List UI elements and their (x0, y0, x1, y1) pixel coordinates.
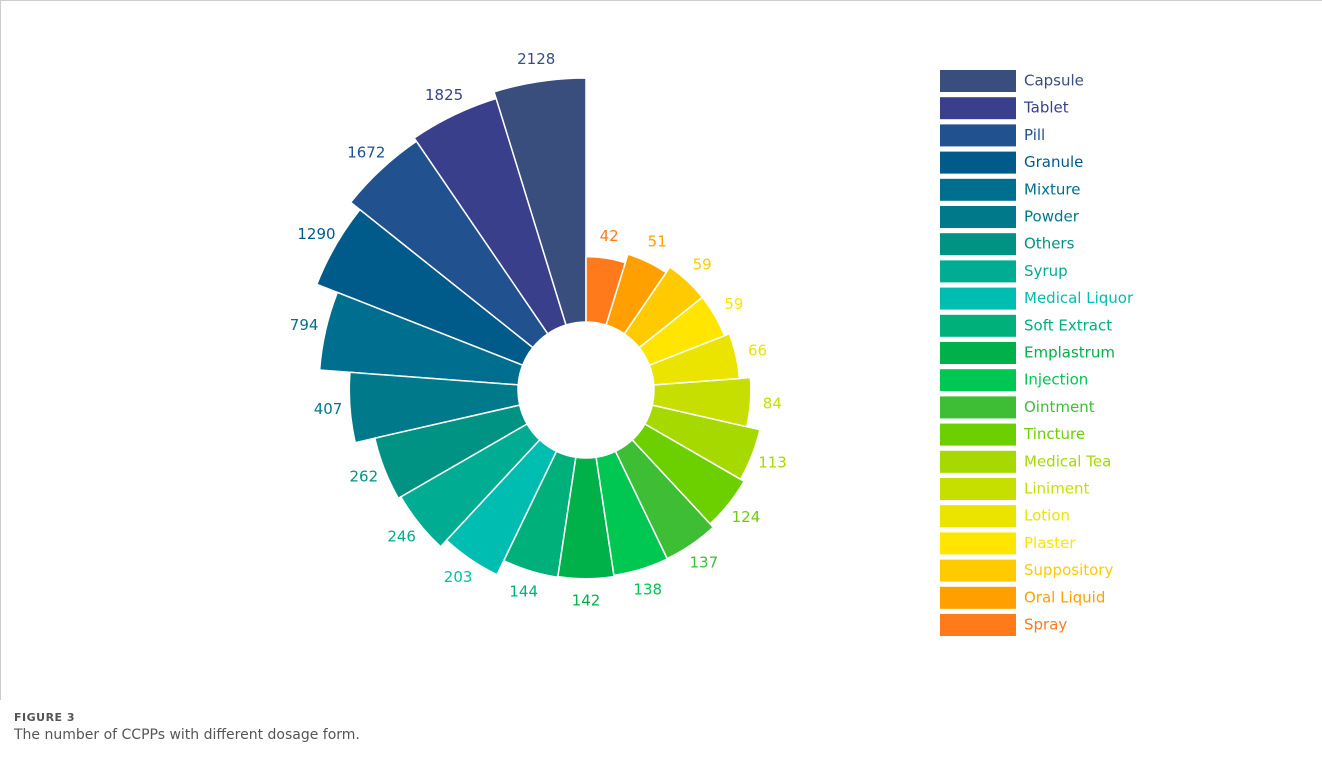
legend-swatch (940, 450, 1016, 473)
bar-sector (373, 404, 529, 500)
bar-sector (623, 266, 704, 349)
legend-label: Syrup (1024, 262, 1068, 280)
legend-swatch (940, 97, 1016, 120)
value-label: 246 (387, 528, 416, 546)
chart: 2128 1825 1672 1290 794 407 262 246 203 144 142 138… (0, 0, 1322, 700)
value-label: 42 (600, 227, 619, 245)
value-label: 113 (758, 454, 787, 472)
bar-sector (648, 332, 741, 386)
bar-sector (348, 371, 521, 444)
legend-swatch (940, 586, 1016, 609)
value-label: 407 (314, 400, 343, 418)
bar-sector (585, 255, 627, 326)
legend-swatch (940, 178, 1016, 201)
legend-label: Medical Liquor (1024, 289, 1134, 307)
value-label: 203 (444, 568, 473, 586)
bar-sector (631, 422, 746, 525)
legend-label: Capsule (1024, 72, 1084, 90)
bar-sector (315, 208, 534, 367)
legend-swatch (940, 505, 1016, 528)
legend-label: Powder (1024, 208, 1080, 226)
figure-caption: The number of CCPPs with different dosag… (14, 727, 360, 743)
legend-swatch (940, 233, 1016, 256)
legend-swatch (940, 614, 1016, 636)
value-label: 1290 (297, 225, 335, 243)
value-label: 1825 (425, 86, 463, 104)
legend-label: Suppository (1024, 561, 1113, 579)
figure-label: FIGURE 3 (14, 711, 76, 724)
legend-swatch (940, 396, 1016, 419)
legend-swatch (940, 206, 1016, 228)
legend-label: Tincture (1023, 425, 1085, 443)
legend-swatch (940, 287, 1016, 310)
bar-sector (399, 422, 541, 548)
bar-sector (614, 438, 715, 560)
value-label: 138 (633, 581, 662, 599)
legend-label: Medical Tea (1024, 452, 1111, 470)
legend-label: Spray (1024, 616, 1067, 634)
legend-swatch (940, 70, 1016, 92)
legend-label: Others (1024, 235, 1075, 253)
value-label: 66 (748, 341, 767, 359)
legend-label: Plaster (1024, 534, 1076, 552)
legend-swatch (940, 314, 1016, 337)
value-label: 142 (572, 591, 601, 609)
bar-sector (413, 97, 567, 335)
legend-swatch (940, 559, 1016, 582)
bar-sector (318, 291, 524, 386)
legend-swatch (940, 369, 1016, 392)
bar-sector (349, 140, 549, 349)
value-label: 144 (509, 583, 538, 601)
value-label: 1672 (347, 144, 385, 162)
legend-label: Injection (1024, 371, 1088, 389)
value-label: 124 (732, 508, 761, 526)
value-label: 262 (350, 468, 379, 486)
legend-swatch (940, 423, 1016, 446)
legend-label: Oral Liquid (1024, 588, 1105, 606)
value-label: 59 (693, 255, 712, 273)
legend-swatch (940, 124, 1016, 147)
value-label: 2128 (517, 50, 555, 68)
legend-swatch (940, 151, 1016, 174)
legend-swatch (940, 342, 1016, 364)
legend-label: Liniment (1024, 480, 1090, 498)
legend-swatch (940, 478, 1016, 500)
legend-label: Tablet (1023, 99, 1069, 117)
legend-label: Mixture (1024, 180, 1080, 198)
bar-sector (445, 438, 558, 576)
legend-label: Emplastrum (1024, 344, 1115, 362)
legend-label: Lotion (1024, 507, 1070, 525)
value-label: 84 (763, 394, 782, 412)
legend-label: Pill (1024, 126, 1045, 144)
value-label: 794 (290, 316, 319, 334)
legend-swatch (940, 532, 1016, 555)
legend-swatch (940, 260, 1016, 283)
legend-label: Ointment (1024, 398, 1095, 416)
legend-label: Granule (1024, 153, 1083, 171)
value-label: 137 (689, 553, 718, 571)
bar-sector (605, 253, 668, 335)
bar-sector (493, 77, 587, 326)
value-label: 51 (648, 233, 667, 251)
legend-label: Soft Extract (1024, 316, 1112, 334)
bar-sector (651, 376, 752, 428)
value-label: 59 (724, 295, 743, 313)
